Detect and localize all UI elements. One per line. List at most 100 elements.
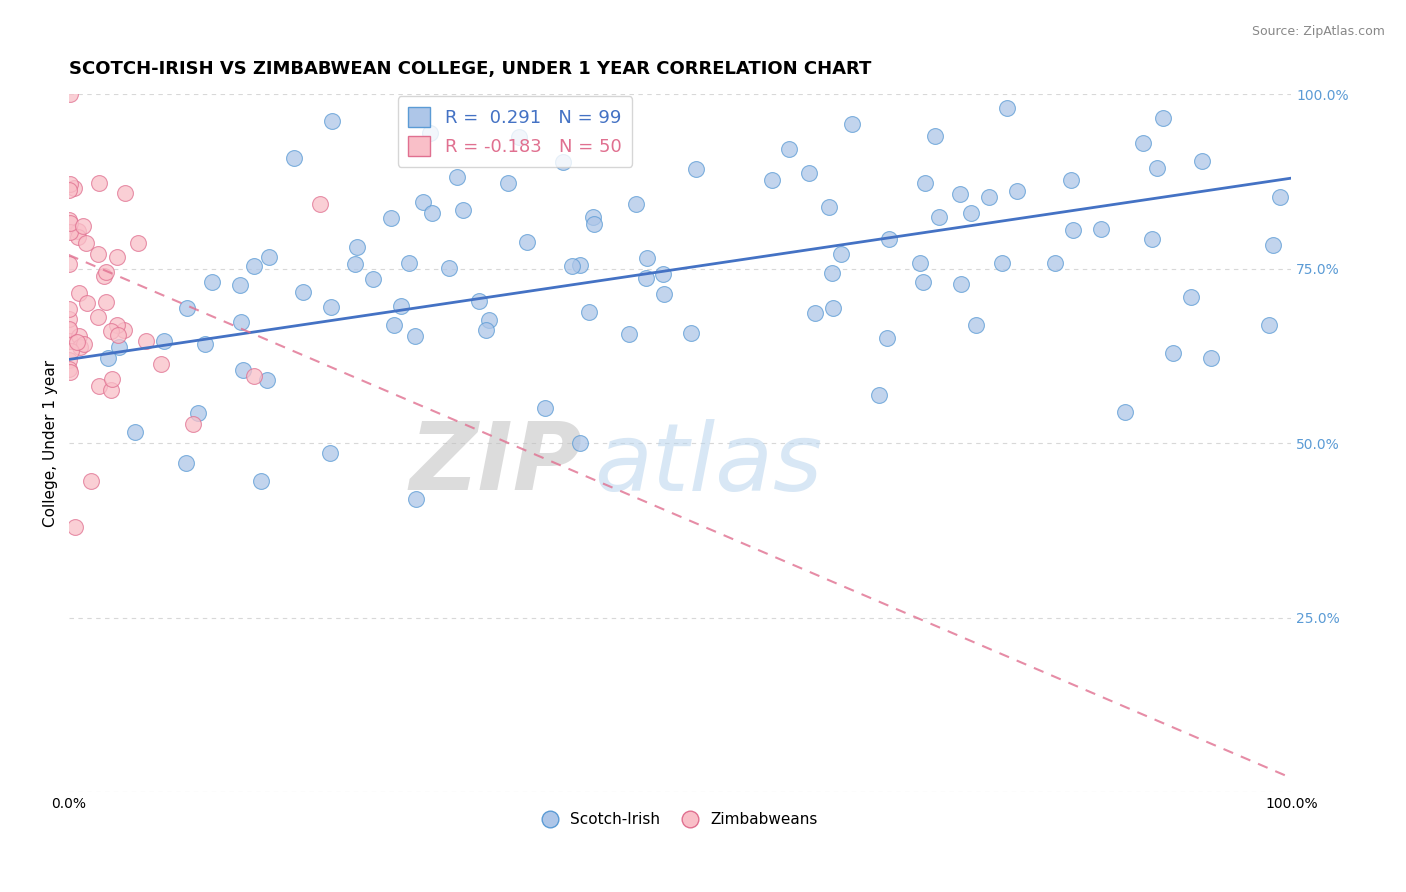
Point [420, 205, 443, 219]
Point [561, 259, 583, 273]
Point [292, 285, 315, 299]
Point [76, 235, 98, 250]
Point [979, 190, 1001, 204]
Point [87, 310, 110, 324]
Point [446, 169, 468, 184]
Point [997, 102, 1019, 116]
Point [569, 258, 592, 272]
Point [1060, 173, 1083, 187]
Point [380, 211, 402, 225]
Point [619, 326, 641, 341]
Point [474, 323, 496, 337]
Point [58, 212, 80, 227]
Point [124, 425, 146, 439]
Point [398, 256, 420, 270]
Point [626, 197, 648, 211]
Y-axis label: College, Under 1 year: College, Under 1 year [44, 359, 58, 527]
Point [1114, 405, 1136, 419]
Point [256, 373, 278, 387]
Point [72, 219, 94, 233]
Point [257, 250, 280, 264]
Point [685, 161, 707, 176]
Point [361, 272, 384, 286]
Point [100, 383, 122, 397]
Point [636, 251, 658, 265]
Point [1258, 318, 1281, 333]
Point [582, 211, 605, 225]
Point [634, 271, 657, 285]
Point [1132, 136, 1154, 150]
Point [568, 436, 591, 450]
Point [912, 275, 935, 289]
Text: ZIP: ZIP [409, 418, 582, 510]
Point [112, 324, 135, 338]
Point [1090, 222, 1112, 236]
Point [127, 235, 149, 250]
Point [94, 265, 117, 279]
Point [58, 312, 80, 326]
Point [66, 224, 89, 238]
Point [1146, 161, 1168, 175]
Point [194, 336, 217, 351]
Point [181, 417, 204, 431]
Point [69, 340, 91, 354]
Point [58, 302, 80, 317]
Point [437, 261, 460, 276]
Point [232, 362, 254, 376]
Point [877, 232, 900, 246]
Point [96, 294, 118, 309]
Point [1180, 291, 1202, 305]
Point [114, 186, 136, 201]
Point [59, 343, 82, 358]
Point [405, 491, 427, 506]
Point [67, 229, 90, 244]
Point [76, 296, 98, 310]
Point [107, 328, 129, 343]
Point [679, 326, 702, 341]
Point [1161, 346, 1184, 360]
Point [382, 318, 405, 332]
Point [551, 154, 574, 169]
Point [799, 166, 821, 180]
Point [59, 225, 82, 239]
Point [249, 474, 271, 488]
Point [1268, 190, 1291, 204]
Point [468, 294, 491, 309]
Point [821, 301, 844, 315]
Point [135, 334, 157, 349]
Point [1005, 185, 1028, 199]
Point [319, 300, 342, 314]
Point [319, 446, 342, 460]
Point [97, 351, 120, 365]
Point [508, 130, 530, 145]
Point [949, 187, 972, 202]
Point [477, 312, 499, 326]
Point [100, 324, 122, 338]
Point [105, 318, 128, 332]
Point [924, 129, 946, 144]
Point [830, 247, 852, 261]
Point [229, 315, 252, 329]
Point [817, 200, 839, 214]
Point [79, 474, 101, 488]
Point [58, 182, 80, 196]
Point [1140, 232, 1163, 246]
Point [58, 361, 80, 376]
Point [960, 206, 983, 220]
Point [1261, 238, 1284, 252]
Point [243, 368, 266, 383]
Point [453, 202, 475, 217]
Point [344, 257, 367, 271]
Point [803, 306, 825, 320]
Point [93, 268, 115, 283]
Point [87, 176, 110, 190]
Point [1062, 223, 1084, 237]
Point [534, 401, 557, 416]
Point [59, 334, 82, 349]
Text: SCOTCH-IRISH VS ZIMBABWEAN COLLEGE, UNDER 1 YEAR CORRELATION CHART: SCOTCH-IRISH VS ZIMBABWEAN COLLEGE, UNDE… [69, 60, 870, 78]
Point [652, 287, 675, 301]
Point [321, 114, 343, 128]
Point [991, 256, 1014, 270]
Point [496, 176, 519, 190]
Point [412, 194, 434, 209]
